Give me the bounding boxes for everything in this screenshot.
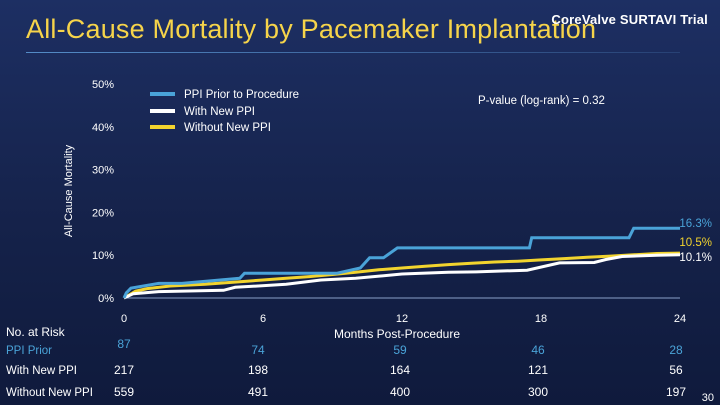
at-risk-value: 28 [669, 343, 683, 357]
end-value-label: 10.1% [679, 252, 712, 264]
at-risk-value: 197 [666, 385, 686, 399]
at-risk-row-label: Without New PPI [6, 387, 93, 399]
series-line-ppi-prior-to-procedure [122, 226, 680, 299]
y-tick-label: 40% [92, 122, 114, 134]
at-risk-value: 400 [390, 385, 410, 399]
x-tick-label: 12 [396, 313, 408, 325]
at-risk-value: 217 [114, 363, 134, 377]
y-tick-label: 50% [92, 79, 114, 91]
at-risk-value: 198 [248, 363, 268, 377]
x-axis-title: Months Post-Procedure [334, 327, 460, 341]
end-value-label: 10.5% [679, 237, 712, 249]
series-line-with-new-ppi [123, 253, 681, 300]
at-risk-value: 121 [528, 363, 548, 377]
at-risk-value: 74 [251, 343, 265, 357]
at-risk-header: No. at Risk [6, 325, 66, 339]
y-tick-label: 0% [98, 293, 114, 305]
at-risk-row-label: With New PPI [6, 365, 77, 377]
slide-number: 30 [701, 392, 714, 404]
y-axis-title: All-Cause Mortality [63, 144, 75, 237]
at-risk-row-label: PPI Prior [6, 345, 52, 357]
x-tick-label: 0 [121, 313, 127, 325]
x-tick-label: 6 [260, 313, 266, 325]
at-risk-value: 56 [669, 363, 683, 377]
at-risk-value: 300 [528, 385, 548, 399]
legend-label: With New PPI [184, 106, 255, 118]
y-tick-label: 30% [92, 165, 114, 177]
at-risk-value: 46 [531, 343, 545, 357]
x-tick-label: 18 [535, 313, 547, 325]
legend-label: Without New PPI [184, 122, 271, 134]
at-risk-value: 87 [117, 337, 131, 351]
y-tick-label: 20% [92, 207, 114, 219]
page-title: All-Cause Mortality by Pacemaker Implant… [26, 14, 597, 44]
title-divider [26, 52, 680, 53]
y-tick-label: 10% [92, 250, 114, 262]
series-line-without-new-ppi [123, 251, 681, 300]
at-risk-value: 164 [390, 363, 410, 377]
at-risk-value: 559 [114, 385, 134, 399]
p-value-annotation: P-value (log-rank) = 0.32 [478, 95, 605, 107]
end-value-label: 16.3% [679, 218, 712, 230]
x-tick-label: 24 [674, 313, 686, 325]
trial-brand-logo: CoreValve SURTAVI Trial [551, 12, 708, 27]
at-risk-value: 491 [248, 385, 268, 399]
legend-label: PPI Prior to Procedure [184, 89, 299, 101]
at-risk-value: 59 [393, 343, 407, 357]
